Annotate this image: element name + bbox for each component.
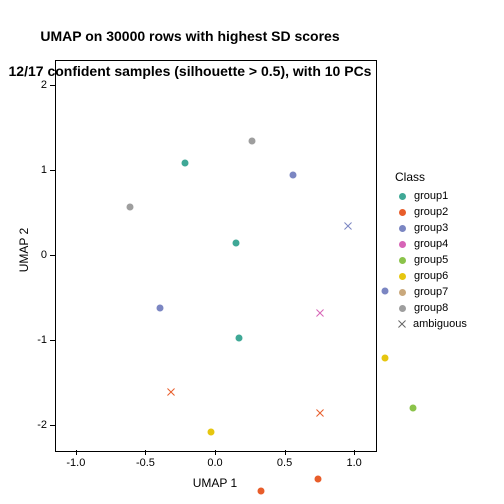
x-tick-mark <box>145 450 146 455</box>
legend-swatch-icon <box>399 241 406 248</box>
legend-label: group2 <box>414 206 448 218</box>
y-axis-label: UMAP 2 <box>17 220 31 280</box>
title-line1: UMAP on 30000 rows with highest SD score… <box>40 28 339 44</box>
plot-area <box>55 60 377 452</box>
data-point <box>127 203 134 210</box>
y-tick-label: 2 <box>25 79 47 91</box>
x-axis-label: UMAP 1 <box>55 476 375 490</box>
data-point-cross <box>315 408 325 418</box>
data-point-cross <box>343 221 353 231</box>
legend-label: group7 <box>414 286 448 298</box>
legend-cross-icon <box>397 319 407 329</box>
data-point <box>382 355 389 362</box>
legend-swatch-icon <box>399 305 406 312</box>
legend-swatch-icon <box>399 257 406 264</box>
legend-label: ambiguous <box>413 318 467 330</box>
legend-item: ambiguous <box>395 316 467 332</box>
legend-label: group5 <box>414 254 448 266</box>
legend-item: group6 <box>395 268 467 284</box>
legend: Class group1group2group3group4group5grou… <box>395 170 467 332</box>
x-tick-mark <box>215 450 216 455</box>
data-point <box>181 160 188 167</box>
y-tick-mark <box>50 255 55 256</box>
data-point <box>236 335 243 342</box>
data-point <box>409 405 416 412</box>
legend-title: Class <box>395 170 467 184</box>
x-tick-mark <box>285 450 286 455</box>
legend-item: group1 <box>395 188 467 204</box>
legend-label: group3 <box>414 222 448 234</box>
data-point-cross <box>315 308 325 318</box>
x-tick-label: 1.0 <box>346 457 361 469</box>
x-tick-label: 0.0 <box>207 457 222 469</box>
y-tick-mark <box>50 425 55 426</box>
x-tick-label: -0.5 <box>136 457 155 469</box>
data-point <box>233 240 240 247</box>
legend-swatch-icon <box>399 209 406 216</box>
x-tick-mark <box>354 450 355 455</box>
y-tick-mark <box>50 170 55 171</box>
y-tick-mark <box>50 340 55 341</box>
legend-item: group2 <box>395 204 467 220</box>
data-point <box>290 172 297 179</box>
x-tick-mark <box>76 450 77 455</box>
legend-item: group7 <box>395 284 467 300</box>
y-tick-mark <box>50 85 55 86</box>
y-tick-label: -2 <box>25 419 47 431</box>
legend-label: group8 <box>414 302 448 314</box>
legend-label: group4 <box>414 238 448 250</box>
y-tick-label: 1 <box>25 164 47 176</box>
legend-swatch-icon <box>399 193 406 200</box>
x-tick-label: -1.0 <box>66 457 85 469</box>
legend-item: group4 <box>395 236 467 252</box>
data-point-cross <box>166 387 176 397</box>
legend-body: group1 group2 group3 group4 group5 group6 grou… <box>395 188 467 332</box>
data-point <box>248 138 255 145</box>
figure: UMAP on 30000 rows with highest SD score… <box>0 0 504 504</box>
data-point <box>156 305 163 312</box>
legend-item: group5 <box>395 252 467 268</box>
legend-label: group6 <box>414 270 448 282</box>
legend-swatch-icon <box>399 225 406 232</box>
x-tick-label: 0.5 <box>277 457 292 469</box>
legend-label: group1 <box>414 190 448 202</box>
y-tick-label: -1 <box>25 334 47 346</box>
legend-item: group8 <box>395 300 467 316</box>
data-point <box>382 287 389 294</box>
legend-swatch-icon <box>399 273 406 280</box>
data-point <box>208 429 215 436</box>
legend-item: group3 <box>395 220 467 236</box>
legend-swatch-icon <box>399 289 406 296</box>
